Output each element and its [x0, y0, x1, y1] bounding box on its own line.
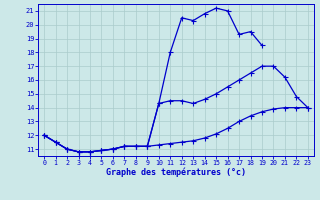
X-axis label: Graphe des températures (°c): Graphe des températures (°c)	[106, 168, 246, 177]
